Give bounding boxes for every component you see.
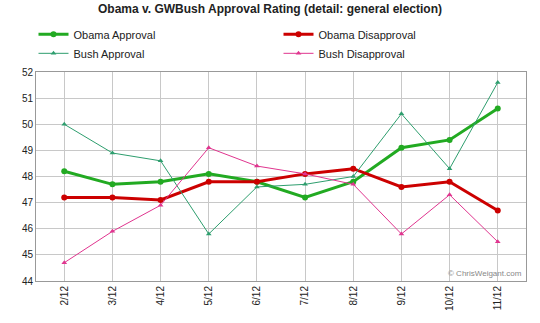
svg-text:© ChrisWeigant.com: © ChrisWeigant.com — [448, 269, 522, 278]
svg-text:51: 51 — [22, 93, 34, 104]
svg-text:4/12: 4/12 — [155, 286, 166, 306]
svg-text:49: 49 — [22, 145, 34, 156]
svg-text:Bush Approval: Bush Approval — [74, 48, 145, 60]
svg-text:7/12: 7/12 — [299, 286, 310, 306]
svg-text:Bush Disapproval: Bush Disapproval — [319, 48, 405, 60]
svg-text:10/12: 10/12 — [444, 286, 455, 311]
svg-text:52: 52 — [22, 67, 34, 78]
svg-text:Obama Approval: Obama Approval — [74, 29, 156, 41]
svg-text:Obama Disapproval: Obama Disapproval — [319, 29, 416, 41]
svg-text:8/12: 8/12 — [348, 286, 359, 306]
svg-text:Obama v. GWBush Approval Ratin: Obama v. GWBush Approval Rating (detail:… — [98, 2, 442, 16]
svg-text:11/12: 11/12 — [492, 286, 503, 311]
svg-text:44: 44 — [22, 276, 34, 287]
svg-text:48: 48 — [22, 171, 34, 182]
svg-text:9/12: 9/12 — [396, 286, 407, 306]
svg-text:2/12: 2/12 — [59, 286, 70, 306]
svg-text:5/12: 5/12 — [203, 286, 214, 306]
svg-text:46: 46 — [22, 223, 34, 234]
svg-text:50: 50 — [22, 119, 34, 130]
svg-text:47: 47 — [22, 197, 34, 208]
svg-text:45: 45 — [22, 249, 34, 260]
svg-text:6/12: 6/12 — [251, 286, 262, 306]
svg-text:3/12: 3/12 — [107, 286, 118, 306]
